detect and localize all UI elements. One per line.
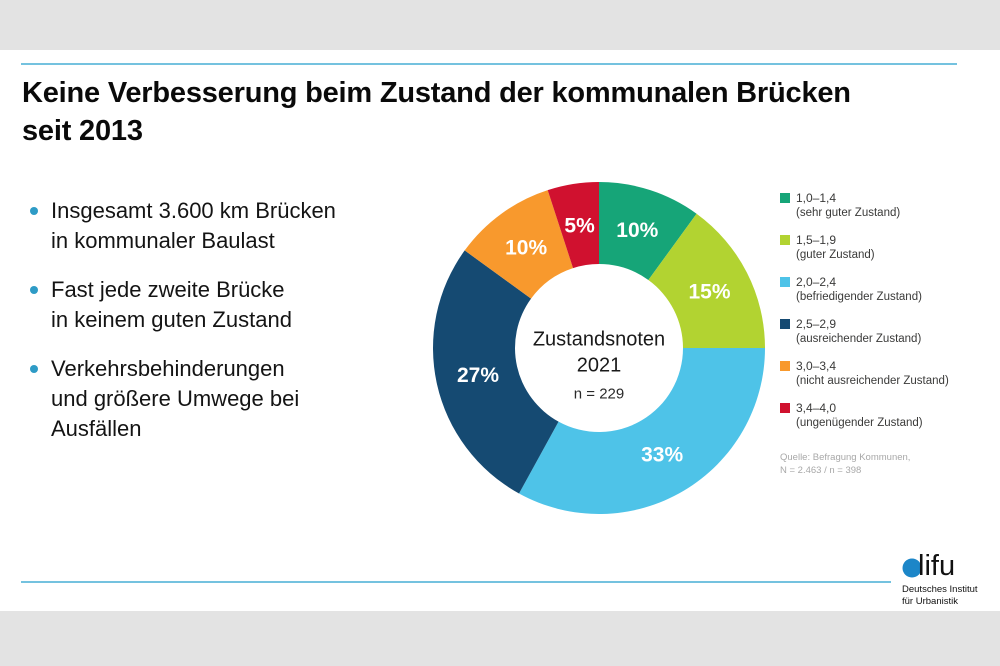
legend-description: (ungenügender Zustand) [796,417,923,429]
bullet-list: Insgesamt 3.600 km Brücken in kommunaler… [30,196,420,463]
legend-swatch-icon [780,319,790,329]
legend-item: 1,0–1,4 (sehr guter Zustand) [780,191,990,220]
chart-legend: 1,0–1,4 (sehr guter Zustand) 1,5–1,9 (gu… [780,191,990,443]
bullet-text: Verkehrsbehinderungen und größere Umwege… [51,356,300,441]
donut-segment [648,213,765,348]
donut-svg: 10% 15% 33% 27% 10% 5% [433,182,765,514]
legend-range: 1,0–1,4 [796,191,837,205]
donut-segment [519,348,765,514]
difu-logo: lifu Deutsches Institut für Urbanistik [902,550,997,607]
bullet-item: Verkehrsbehinderungen und größere Umwege… [30,354,420,444]
donut-segment [599,182,697,281]
slide: Keine Verbesserung beim Zustand der komm… [0,50,1000,611]
bottom-divider-line [21,581,891,583]
letterbox-top [0,0,1000,50]
donut-center-title: Zustandsnoten [532,328,666,351]
donut-center-sample: n = 229 [573,385,625,403]
bullet-item: Fast jede zweite Brücke in keinem guten … [30,275,420,335]
donut-percent-label: 10% [505,237,547,260]
donut-segment [433,250,559,494]
source-note: Quelle: Befragung Kommunen, N = 2.463 / … [780,452,911,476]
difu-wordmark: lifu [902,550,997,582]
bullet-item: Insgesamt 3.600 km Brücken in kommunaler… [30,196,420,256]
donut-segment [464,190,574,299]
difu-letters: lifu [918,550,956,582]
legend-range: 3,0–3,4 [796,359,837,373]
legend-item: 3,4–4,0 (ungenügender Zustand) [780,401,990,430]
legend-swatch-icon [780,193,790,203]
legend-description: (guter Zustand) [796,249,875,261]
legend-swatch-icon [780,277,790,287]
donut-percent-label: 5% [564,215,595,238]
bullet-icon [30,207,38,215]
donut-percent-label: 15% [688,281,730,304]
legend-description: (nicht ausreichender Zustand) [796,375,949,387]
bullet-text: Fast jede zweite Brücke in keinem guten … [51,277,292,332]
bullet-icon [30,286,38,294]
legend-range: 2,5–2,9 [796,317,837,331]
difu-tagline: Deutsches Institut für Urbanistik [902,584,978,607]
legend-range: 2,0–2,4 [796,275,837,289]
legend-range: 1,5–1,9 [796,233,837,247]
legend-item: 2,0–2,4 (befriedigender Zustand) [780,275,990,304]
bullet-icon [30,365,38,373]
legend-swatch-icon [780,235,790,245]
difu-dot-icon [902,558,922,578]
letterbox-bottom [0,611,1000,666]
legend-description: (sehr guter Zustand) [796,207,901,219]
bullet-text: Insgesamt 3.600 km Brücken in kommunaler… [51,198,336,253]
donut-percent-label: 33% [641,444,683,467]
legend-swatch-icon [780,403,790,413]
donut-chart: 10% 15% 33% 27% 10% 5% Zustandsnoten 2021 n =… [433,182,765,514]
legend-range: 3,4–4,0 [796,401,837,415]
donut-percent-label: 10% [616,219,658,242]
donut-center-label: Zustandsnoten 2021 n = 229 [489,327,709,404]
donut-percent-label: 27% [457,364,499,387]
slide-title: Keine Verbesserung beim Zustand der komm… [22,77,851,147]
donut-center-year: 2021 [576,354,622,377]
legend-item: 3,0–3,4 (nicht ausreichender Zustand) [780,359,990,388]
donut-segment [547,182,599,269]
legend-item: 1,5–1,9 (guter Zustand) [780,233,990,262]
legend-description: (befriedigender Zustand) [796,291,922,303]
legend-description: (ausreichender Zustand) [796,333,922,345]
legend-swatch-icon [780,361,790,371]
top-divider-line [21,63,957,65]
legend-item: 2,5–2,9 (ausreichender Zustand) [780,317,990,346]
